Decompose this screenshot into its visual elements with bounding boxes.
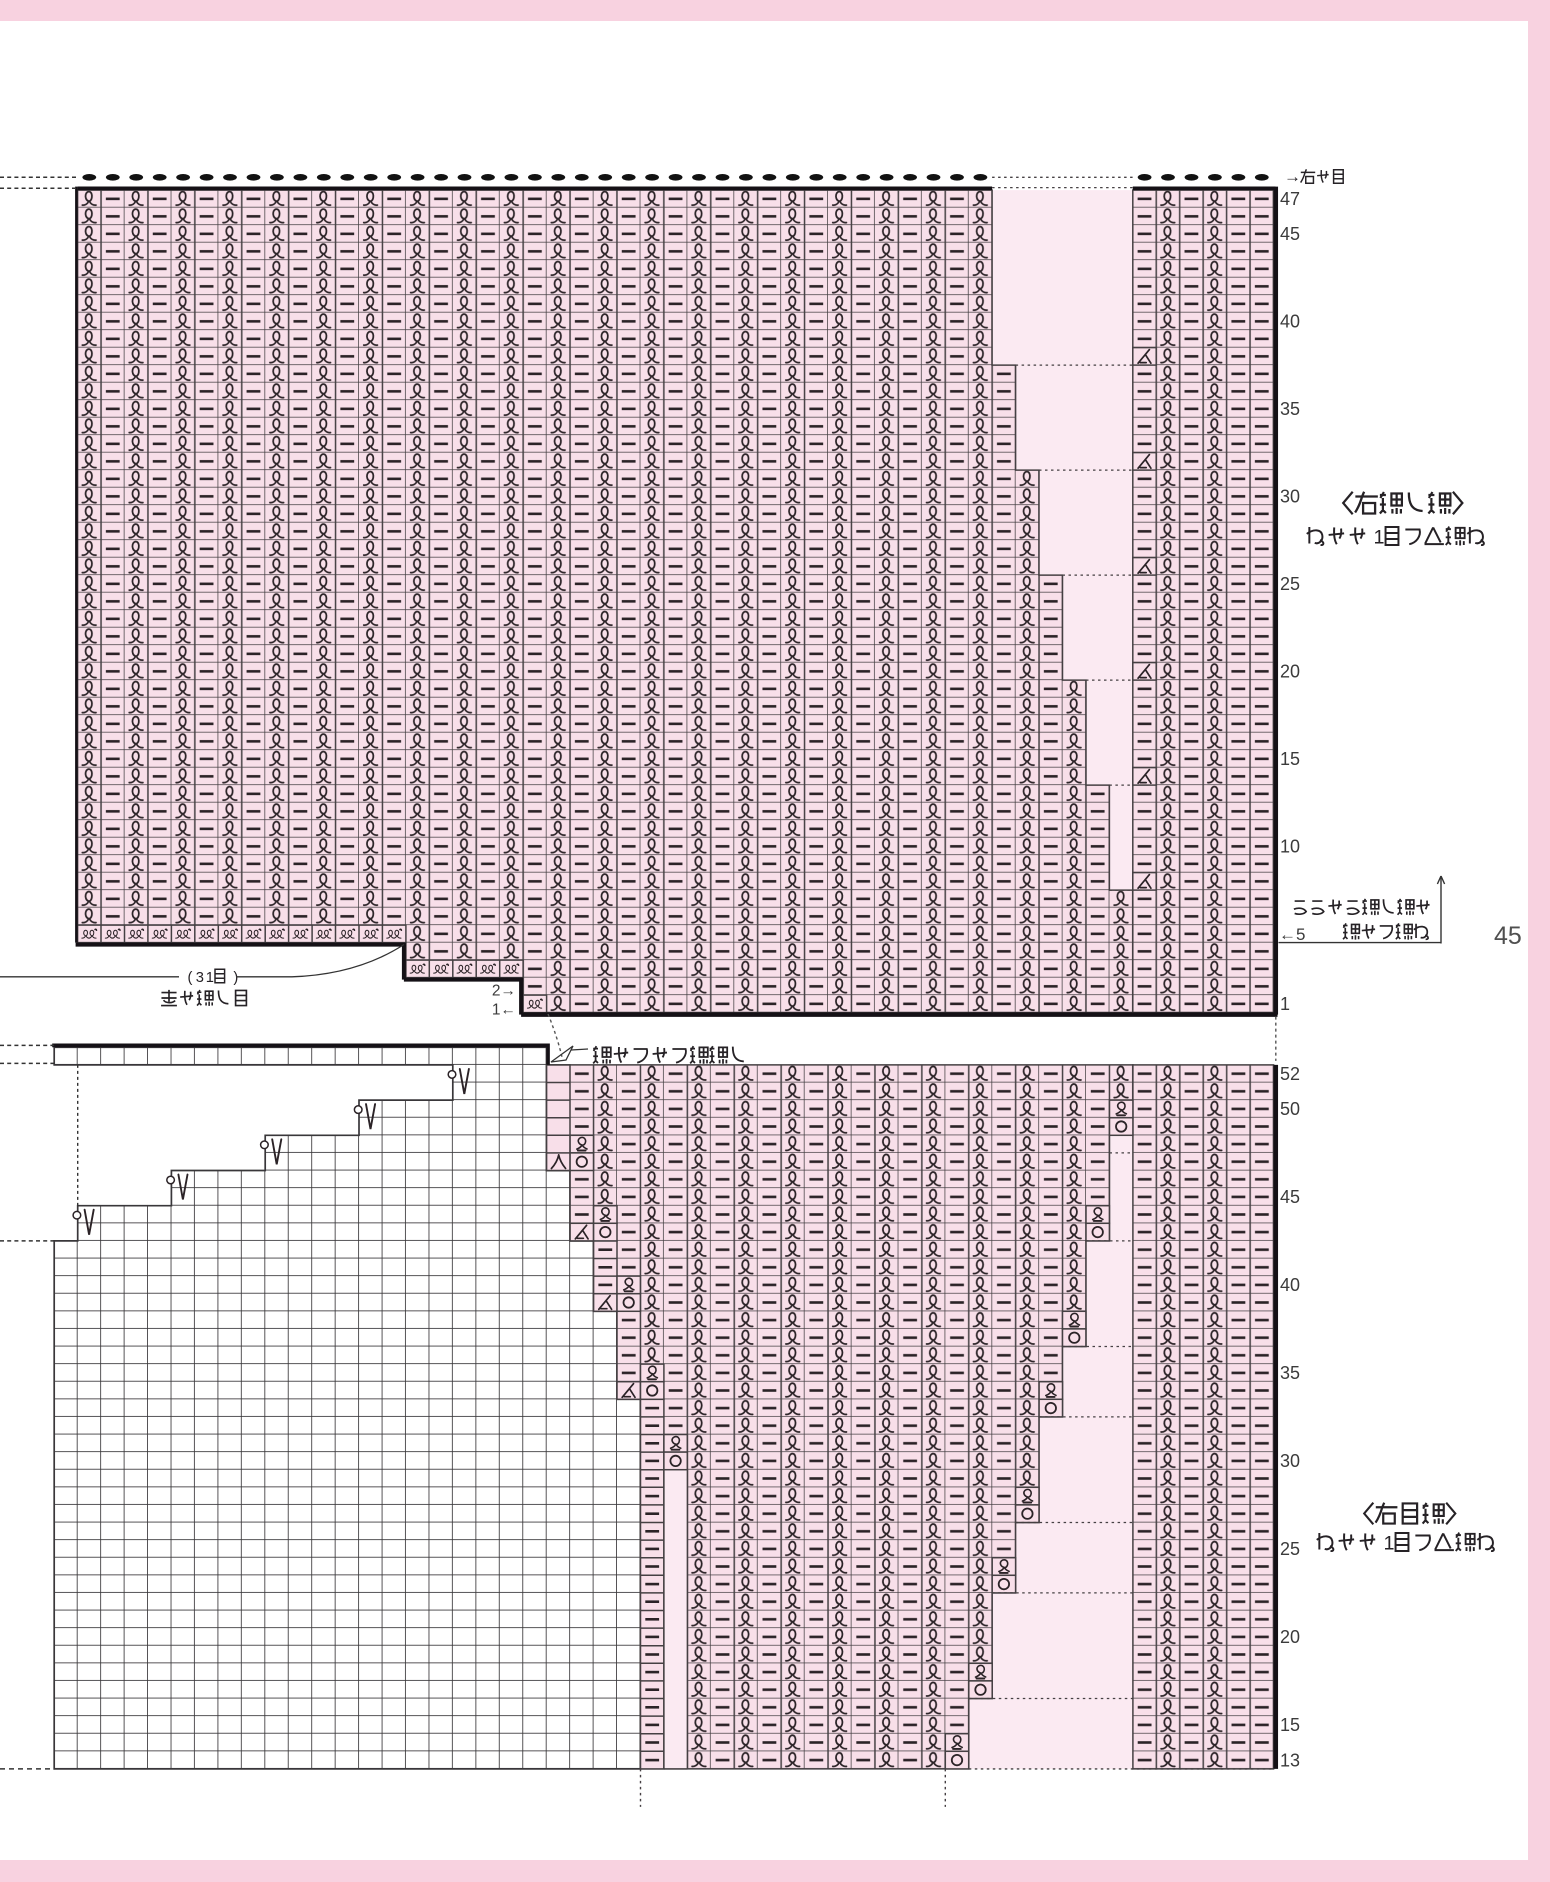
svg-text:45: 45 — [1494, 922, 1522, 950]
svg-text:1←: 1← — [492, 1002, 516, 1019]
svg-text:35: 35 — [1280, 399, 1300, 419]
svg-text:2→: 2→ — [492, 983, 516, 1000]
svg-text:52: 52 — [1280, 1064, 1300, 1084]
svg-text:3: 3 — [196, 970, 204, 986]
svg-text:20: 20 — [1280, 662, 1300, 682]
svg-text:→: → — [1284, 167, 1301, 186]
svg-text:←5: ←5 — [1279, 925, 1305, 944]
svg-text:10: 10 — [1280, 837, 1300, 857]
svg-text:1: 1 — [206, 970, 214, 986]
svg-text:25: 25 — [1280, 1539, 1300, 1559]
svg-text:1: 1 — [1280, 994, 1290, 1014]
svg-text:50: 50 — [1280, 1099, 1300, 1119]
svg-text:30: 30 — [1280, 1451, 1300, 1471]
svg-text:): ) — [233, 970, 238, 986]
svg-text:20: 20 — [1280, 1627, 1300, 1647]
svg-text:13: 13 — [1280, 1750, 1300, 1770]
svg-text:47: 47 — [1280, 189, 1300, 209]
svg-text:45: 45 — [1280, 1187, 1300, 1207]
svg-text:1: 1 — [1384, 1533, 1395, 1555]
svg-text:30: 30 — [1280, 487, 1300, 507]
svg-text:1: 1 — [1374, 527, 1385, 549]
svg-text:(: ( — [188, 970, 193, 986]
svg-text:35: 35 — [1280, 1363, 1300, 1383]
svg-text:40: 40 — [1280, 1275, 1300, 1295]
svg-text:45: 45 — [1280, 224, 1300, 244]
svg-text:40: 40 — [1280, 312, 1300, 332]
svg-text:25: 25 — [1280, 574, 1300, 594]
svg-text:15: 15 — [1280, 749, 1300, 769]
svg-text:15: 15 — [1280, 1715, 1300, 1735]
